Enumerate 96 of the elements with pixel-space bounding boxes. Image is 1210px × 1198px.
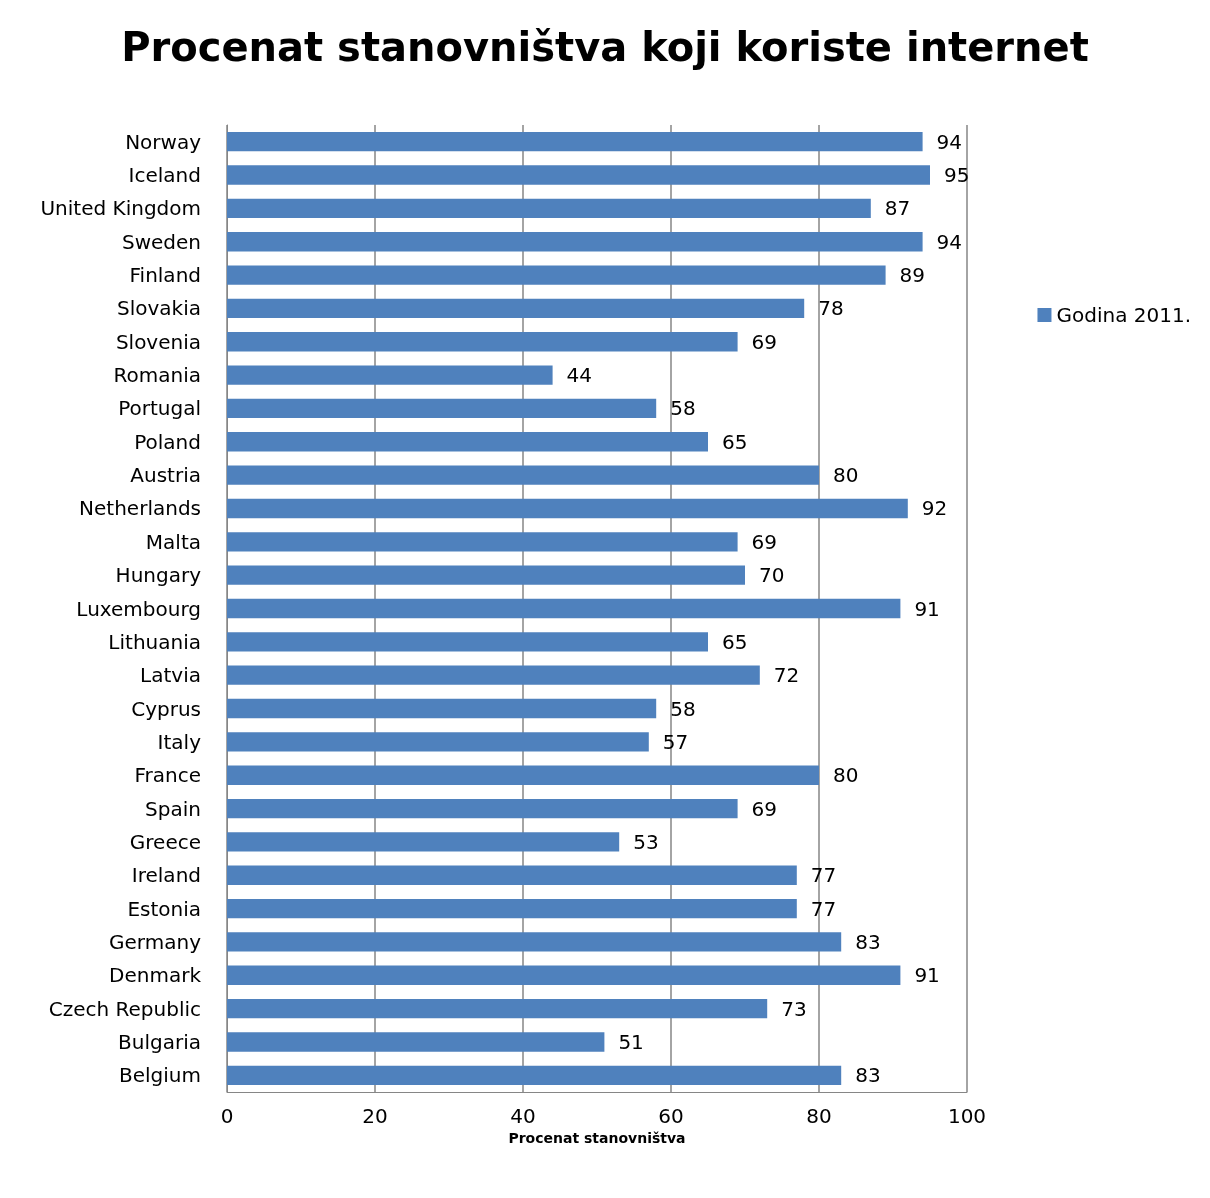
bar — [227, 332, 738, 352]
data-label: 94 — [936, 129, 963, 154]
y-tick-label: Ireland — [131, 863, 201, 888]
bar — [227, 665, 760, 685]
y-tick-label: Estonia — [127, 896, 201, 921]
data-label: 53 — [633, 829, 659, 854]
data-label: 94 — [936, 229, 963, 254]
y-tick-label: Greece — [129, 829, 201, 854]
bar — [227, 1032, 605, 1052]
data-label: 92 — [921, 496, 948, 521]
y-tick-label: Lithuania — [108, 629, 201, 654]
bar — [227, 832, 620, 852]
y-tick-label: Spain — [145, 796, 201, 821]
data-label: 57 — [662, 729, 689, 754]
data-label: 77 — [810, 863, 837, 888]
data-label: 69 — [751, 529, 778, 554]
data-label: 95 — [944, 163, 970, 188]
bar — [227, 498, 908, 519]
y-tick-label: Finland — [129, 263, 201, 288]
y-tick-label: Denmark — [109, 963, 202, 988]
x-axis-title: Procenat stanovništva — [508, 1129, 686, 1146]
bar — [227, 298, 805, 319]
data-label: 58 — [670, 696, 696, 721]
data-label: 44 — [566, 363, 593, 388]
y-tick-label: Slovenia — [115, 329, 201, 354]
y-tick-label: Sweden — [121, 229, 201, 254]
bar — [227, 932, 842, 952]
bar — [227, 198, 871, 219]
data-label: 89 — [899, 263, 926, 288]
y-tick-label: Belgium — [119, 1063, 201, 1088]
data-label: 83 — [855, 1063, 881, 1088]
y-tick-label: Luxembourg — [76, 596, 201, 621]
bar — [227, 865, 797, 885]
y-tick-label: Latvia — [140, 663, 201, 688]
y-tick-label: Iceland — [128, 163, 201, 188]
bar — [227, 232, 923, 252]
bar — [227, 565, 745, 585]
bar — [227, 365, 553, 385]
bar — [227, 965, 901, 985]
bar — [227, 765, 819, 785]
bar — [227, 165, 930, 185]
data-label: 91 — [914, 963, 940, 988]
x-tick-label: 60 — [658, 1104, 684, 1128]
data-label: 87 — [884, 196, 911, 221]
y-tick-label: France — [134, 763, 201, 788]
data-label: 51 — [618, 1029, 644, 1054]
data-label: 80 — [833, 763, 859, 788]
bar — [227, 398, 657, 419]
x-tick-label: 0 — [220, 1104, 234, 1128]
data-label: 73 — [781, 996, 807, 1021]
y-tick-label: United Kingdom — [40, 196, 201, 221]
bar — [227, 798, 738, 819]
data-label: 83 — [855, 929, 881, 954]
bar — [227, 698, 657, 719]
x-tick-label: 40 — [510, 1104, 536, 1128]
bar — [227, 465, 819, 485]
y-tick-label: Germany — [109, 929, 202, 954]
bar — [227, 732, 649, 752]
bar — [227, 265, 886, 285]
data-label: 69 — [751, 329, 778, 354]
chart-title: Procenat stanovništva koji koriste internet — [121, 24, 1089, 70]
data-label: 72 — [773, 663, 800, 688]
bar — [227, 598, 901, 619]
y-tick-label: Hungary — [115, 563, 202, 588]
y-tick-label: Bulgaria — [118, 1029, 201, 1054]
y-tick-label: Cyprus — [131, 696, 201, 721]
y-tick-label: Slovakia — [117, 296, 201, 321]
x-tick-label: 100 — [947, 1104, 987, 1128]
y-tick-label: Portugal — [118, 396, 201, 421]
bar — [227, 432, 708, 452]
data-label: 65 — [722, 629, 748, 654]
y-tick-label: Netherlands — [79, 496, 201, 521]
y-tick-label: Poland — [134, 429, 201, 454]
bar — [227, 632, 708, 652]
data-label: 91 — [914, 596, 940, 621]
bar — [227, 1065, 842, 1085]
y-tick-label: Norway — [125, 129, 202, 154]
y-tick-label: Malta — [145, 529, 201, 554]
data-label: 65 — [722, 429, 748, 454]
data-label: 77 — [810, 896, 837, 921]
y-tick-label: Czech Republic — [48, 996, 201, 1021]
data-label: 69 — [751, 796, 778, 821]
bar — [227, 532, 738, 552]
data-label: 78 — [818, 296, 844, 321]
data-label: 58 — [670, 396, 696, 421]
bar — [227, 998, 768, 1019]
data-label: 80 — [833, 463, 859, 488]
y-tick-label: Romania — [113, 363, 201, 388]
data-label: 70 — [759, 563, 785, 588]
bar — [227, 132, 923, 152]
bar — [227, 898, 797, 919]
legend-label: Godina 2011. — [1056, 303, 1191, 327]
x-tick-label: 20 — [362, 1104, 388, 1128]
x-tick-label: 80 — [806, 1104, 832, 1128]
y-tick-label: Austria — [130, 463, 201, 488]
y-tick-label: Italy — [157, 729, 202, 754]
